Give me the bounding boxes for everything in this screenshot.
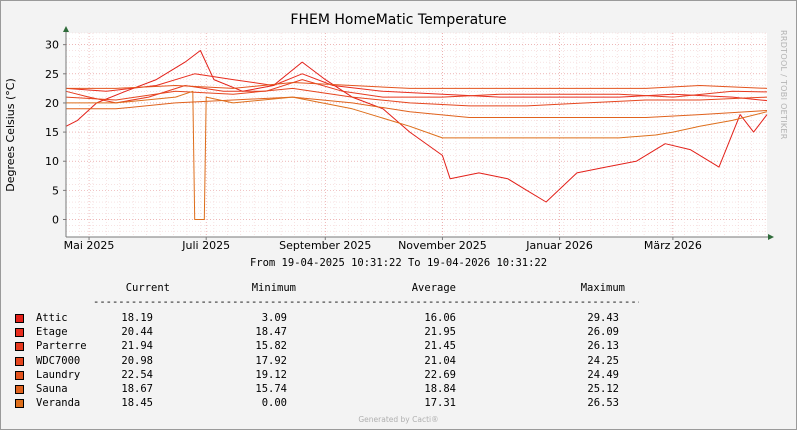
series-line-laundry xyxy=(66,82,768,89)
footer-text: Generated by Cacti® xyxy=(358,415,439,424)
legend-minimum-value: 3.09 xyxy=(261,312,287,324)
y-tick-label: 15 xyxy=(45,126,59,139)
legend-current-value: 21.94 xyxy=(121,340,153,353)
legend-row-parterre: Parterre 21.94 15.82 21.45 26.13 xyxy=(0,340,797,354)
legend-rule: ----------------------------------------… xyxy=(93,296,639,308)
legend-current-value: 20.44 xyxy=(121,326,153,339)
series-line-wdc7000 xyxy=(65,87,768,107)
x-tick-label: November 2025 xyxy=(398,239,487,252)
series-line-veranda xyxy=(66,90,768,220)
y-axis-label: Degrees Celsius (°C) xyxy=(4,78,17,192)
x-tick-label: März 2026 xyxy=(644,239,702,252)
y-tick-label: 5 xyxy=(52,184,59,197)
legend-header-average: Average xyxy=(411,282,456,294)
legend-series-name: Etage xyxy=(36,326,68,339)
x-tick-label: Mai 2025 xyxy=(64,239,115,252)
x-axis-arrow xyxy=(768,234,774,240)
legend-minimum-value: 15.82 xyxy=(255,340,287,353)
legend-current-value: 20.98 xyxy=(121,354,153,367)
legend-series-name: WDC7000 xyxy=(36,354,81,367)
legend-series-name: Parterre xyxy=(36,340,87,353)
legend-swatch xyxy=(15,399,24,409)
legend-swatch xyxy=(15,370,24,380)
legend-current-value: 18.45 xyxy=(121,397,153,410)
legend-current-value: 22.54 xyxy=(121,368,153,381)
legend-series-name: Attic xyxy=(36,312,68,324)
plot-area xyxy=(66,33,767,237)
date-range-text: From 19-04-2025 10:31:22 To 19-04-2026 1… xyxy=(249,257,548,269)
legend-maximum-value: 24.25 xyxy=(587,354,619,367)
legend-row-veranda: Veranda 18.45 0.00 17.31 26.53 xyxy=(0,397,797,411)
y-axis-arrow xyxy=(63,26,69,32)
legend-current-value: 18.67 xyxy=(121,383,153,395)
legend-minimum-value: 18.47 xyxy=(255,326,287,339)
y-tick-label: 30 xyxy=(45,39,59,52)
legend-maximum-value: 26.53 xyxy=(587,397,619,410)
legend-row-attic: Attic 18.19 3.09 16.06 29.43 xyxy=(0,312,797,326)
legend-header-minimum: Minimum xyxy=(251,282,296,294)
legend-swatch xyxy=(15,314,24,323)
chart-title: FHEM HomeMatic Temperature xyxy=(290,12,507,28)
legend-average-value: 21.45 xyxy=(424,340,456,353)
grid-layer xyxy=(65,32,767,238)
legend-swatch xyxy=(15,328,24,338)
legend-maximum-value: 26.09 xyxy=(587,326,619,339)
legend-minimum-value: 17.92 xyxy=(255,354,287,367)
legend-minimum-value: 0.00 xyxy=(261,397,287,410)
x-tick-label: Januar 2026 xyxy=(525,239,593,252)
legend-average-value: 16.06 xyxy=(424,312,456,324)
legend-series-name: Veranda xyxy=(36,397,81,410)
legend-average-value: 18.84 xyxy=(424,383,456,395)
vendor-watermark: RRDTOOL / TOBI OETIKER xyxy=(779,30,788,140)
series-line-parterre xyxy=(65,79,768,104)
legend-current-value: 18.19 xyxy=(121,312,153,324)
series-layer xyxy=(65,50,768,220)
x-tick-label: Juli 2025 xyxy=(181,239,230,252)
chart-svg: 0 5 10 15 20 25 30 Mai 2025 Juli 2025 September 2… xyxy=(4,26,774,252)
y-tick-label: 0 xyxy=(52,214,59,227)
y-tick-label: 10 xyxy=(45,155,59,168)
legend-swatch xyxy=(15,342,24,352)
legend-series-name: Laundry xyxy=(36,368,81,381)
legend-header-maximum: Maximum xyxy=(580,282,625,294)
legend-average-value: 17.31 xyxy=(424,397,456,410)
legend-maximum-value: 25.12 xyxy=(587,383,619,395)
label-layer: 0 5 10 15 20 25 30 Mai 2025 Juli 2025 September 2… xyxy=(45,39,702,252)
series-line-sauna xyxy=(66,96,768,118)
legend-swatch xyxy=(15,385,24,394)
axis-layer xyxy=(63,26,774,240)
legend-row-sauna: Sauna 18.67 15.74 18.84 25.12 xyxy=(0,383,797,397)
legend-minimum-value: 15.74 xyxy=(255,383,287,395)
legend-swatch xyxy=(15,356,24,366)
legend-average-value: 22.69 xyxy=(424,368,456,381)
legend-row-wdc7000: WDC7000 20.98 17.92 21.04 24.25 xyxy=(0,355,797,369)
legend-header-current: Current xyxy=(125,282,170,294)
legend-maximum-value: 24.49 xyxy=(587,368,619,381)
legend-average-value: 21.95 xyxy=(424,326,456,339)
legend-maximum-value: 26.13 xyxy=(587,340,619,353)
legend-maximum-value: 29.43 xyxy=(587,312,619,324)
series-line-attic xyxy=(65,50,768,203)
legend-row-laundry: Laundry 22.54 19.12 22.69 24.49 xyxy=(0,369,797,383)
legend-series-name: Sauna xyxy=(36,383,68,395)
legend-minimum-value: 19.12 xyxy=(255,368,287,381)
y-tick-label: 20 xyxy=(45,97,59,110)
legend-average-value: 21.04 xyxy=(424,354,456,367)
x-tick-label: September 2025 xyxy=(279,239,371,252)
legend-row-etage: Etage 20.44 18.47 21.95 26.09 xyxy=(0,326,797,340)
y-tick-label: 25 xyxy=(45,68,59,81)
